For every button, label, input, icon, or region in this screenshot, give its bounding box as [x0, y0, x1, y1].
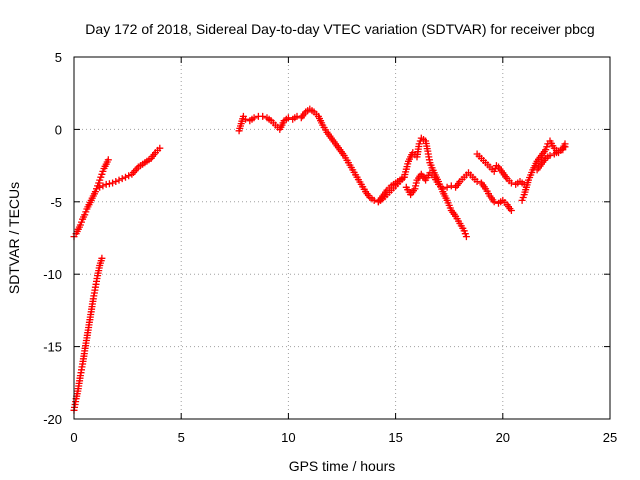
x-tick-label: 5 [178, 430, 185, 445]
data-point [112, 178, 120, 185]
data-point [473, 178, 481, 185]
y-tick-label: -10 [43, 267, 62, 282]
data-point [546, 152, 554, 159]
data-point [99, 182, 107, 190]
data-point [115, 176, 123, 184]
y-axis-label: SDTVAR / TECUs [6, 182, 22, 294]
data-point [98, 254, 106, 262]
data-point [122, 173, 129, 181]
series-trace-2 [96, 144, 164, 191]
data-point [109, 179, 117, 187]
tick-labels: 0 5 10 15 20 25 -20 -15 -10 -5 0 5 [43, 50, 617, 445]
data-point [439, 185, 447, 193]
data-point [156, 144, 164, 152]
x-tick-label: 25 [603, 430, 617, 445]
data-point [490, 198, 498, 206]
grid-lines [74, 57, 610, 419]
x-axis-label: GPS time / hours [289, 458, 396, 474]
data-point [105, 180, 113, 188]
series-trace-8 [477, 179, 515, 214]
data-point [507, 207, 515, 214]
series-trace-1 [70, 156, 112, 241]
y-tick-label: 0 [55, 122, 62, 137]
series-trace-6 [402, 169, 485, 199]
data-point [118, 175, 126, 183]
data-marks [70, 105, 569, 414]
y-tick-label: -15 [43, 340, 62, 355]
data-point [561, 143, 569, 151]
y-tick-label: -20 [43, 412, 62, 427]
series-trace-9 [518, 137, 569, 204]
data-point [125, 172, 133, 180]
x-tick-label: 0 [70, 430, 77, 445]
y-tick-label: 5 [55, 50, 62, 65]
data-point [104, 156, 112, 164]
x-tick-label: 20 [496, 430, 510, 445]
data-point [242, 115, 249, 123]
y-tick-label: -5 [50, 195, 62, 210]
data-point [250, 114, 258, 122]
data-point [443, 183, 451, 191]
data-point [462, 233, 470, 241]
series-trace-3 [70, 254, 106, 414]
chart-title: Day 172 of 2018, Sidereal Day-to-day VTE… [85, 21, 594, 37]
data-point [507, 179, 515, 187]
x-tick-label: 15 [388, 430, 402, 445]
data-point [96, 183, 104, 191]
series-trace-4 [235, 105, 408, 206]
axis-ticks [73, 56, 611, 420]
x-tick-label: 10 [281, 430, 295, 445]
plot-frame [73, 56, 611, 420]
data-point [259, 112, 267, 120]
series-trace-10 [533, 143, 569, 174]
data-point [102, 180, 110, 188]
data-point [555, 147, 562, 155]
data-point [284, 114, 292, 122]
